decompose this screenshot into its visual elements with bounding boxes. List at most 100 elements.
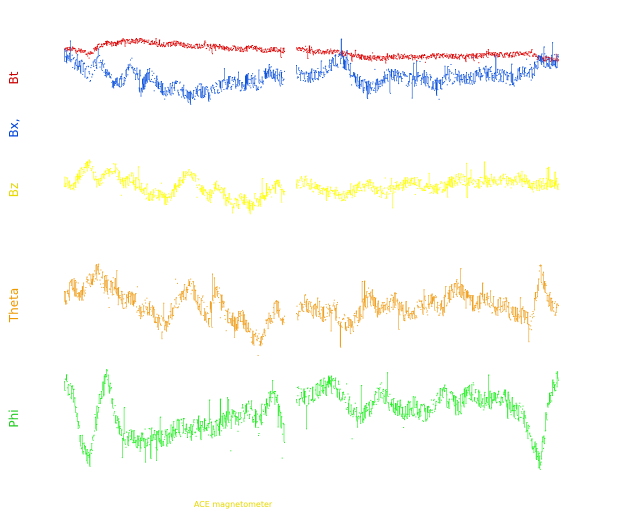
ylabel-bz-0: Bz xyxy=(7,183,21,198)
data-point xyxy=(257,205,259,207)
data-point xyxy=(550,63,552,65)
data-point xyxy=(393,185,395,187)
data-point xyxy=(162,94,164,96)
data-point xyxy=(142,315,144,317)
data-point xyxy=(408,84,410,86)
data-point xyxy=(128,40,130,42)
data-point xyxy=(435,191,437,193)
data-point xyxy=(136,286,138,288)
data-point xyxy=(455,174,457,176)
data-point xyxy=(327,51,329,53)
data-point xyxy=(272,321,274,323)
data-point xyxy=(423,82,425,84)
data-point xyxy=(159,86,161,87)
data-point xyxy=(188,285,190,286)
data-point xyxy=(476,74,478,76)
data-point xyxy=(277,309,279,311)
data-point xyxy=(155,188,157,190)
data-point xyxy=(279,50,281,52)
data-point xyxy=(434,89,436,91)
data-point xyxy=(136,177,138,179)
data-point xyxy=(101,70,103,71)
data-point xyxy=(69,280,71,282)
data-point xyxy=(83,62,85,64)
data-point xyxy=(251,341,253,343)
data-point xyxy=(135,38,137,40)
data-point xyxy=(173,44,175,45)
data-point xyxy=(171,192,173,194)
data-point xyxy=(496,184,498,186)
data-point xyxy=(96,57,98,59)
data-point xyxy=(126,67,128,69)
data-point xyxy=(328,194,330,196)
data-point xyxy=(180,44,182,46)
data-point xyxy=(87,282,89,284)
data-point xyxy=(497,56,499,58)
data-point xyxy=(382,57,384,59)
data-point xyxy=(251,78,253,80)
data-point xyxy=(357,190,359,191)
data-point xyxy=(437,193,439,195)
data-point xyxy=(270,66,272,68)
data-point xyxy=(177,307,179,309)
data-point xyxy=(138,315,140,317)
data-point xyxy=(196,44,198,46)
data-point xyxy=(498,79,500,81)
data-point xyxy=(239,197,241,199)
data-point xyxy=(326,190,328,192)
data-point xyxy=(100,180,102,182)
data-point xyxy=(521,53,523,55)
data-point xyxy=(350,75,352,76)
data-point xyxy=(445,56,447,58)
data-point xyxy=(516,52,518,54)
data-point xyxy=(272,50,274,51)
data-point xyxy=(154,82,156,84)
data-point xyxy=(370,181,372,183)
data-point xyxy=(241,314,243,316)
data-point xyxy=(527,73,529,75)
data-point xyxy=(140,190,142,192)
data-point xyxy=(412,177,414,179)
data-point xyxy=(488,68,490,70)
data-point xyxy=(222,47,224,49)
data-point xyxy=(146,39,148,41)
data-point xyxy=(421,58,423,60)
data-point xyxy=(202,296,203,298)
data-point xyxy=(262,83,264,85)
data-point xyxy=(257,88,259,90)
data-point xyxy=(215,49,217,51)
data-point xyxy=(325,304,327,305)
data-point xyxy=(172,93,174,95)
data-point xyxy=(448,77,450,79)
data-point xyxy=(324,73,326,75)
data-point xyxy=(422,190,424,192)
data-point xyxy=(435,58,437,60)
data-point xyxy=(409,73,411,74)
data-point xyxy=(117,288,119,290)
data-point xyxy=(171,87,172,89)
data-point xyxy=(107,169,109,171)
data-point xyxy=(202,295,204,297)
data-point xyxy=(478,53,480,55)
data-point xyxy=(303,51,305,53)
data-point xyxy=(82,299,84,301)
data-point xyxy=(69,186,71,188)
data-point xyxy=(68,186,70,188)
data-point xyxy=(489,52,491,54)
data-point xyxy=(299,74,301,75)
data-point xyxy=(517,78,519,80)
data-point xyxy=(493,183,495,185)
data-point xyxy=(330,330,332,332)
data-point xyxy=(256,339,258,341)
data-point xyxy=(321,188,323,189)
data-point xyxy=(505,74,507,76)
data-point xyxy=(426,57,428,59)
data-point xyxy=(92,52,94,54)
data-point xyxy=(479,187,481,189)
data-point xyxy=(189,47,191,48)
data-point xyxy=(85,66,87,68)
data-point xyxy=(387,193,389,195)
data-point xyxy=(196,300,198,302)
data-point xyxy=(307,51,309,53)
data-point xyxy=(454,77,456,79)
